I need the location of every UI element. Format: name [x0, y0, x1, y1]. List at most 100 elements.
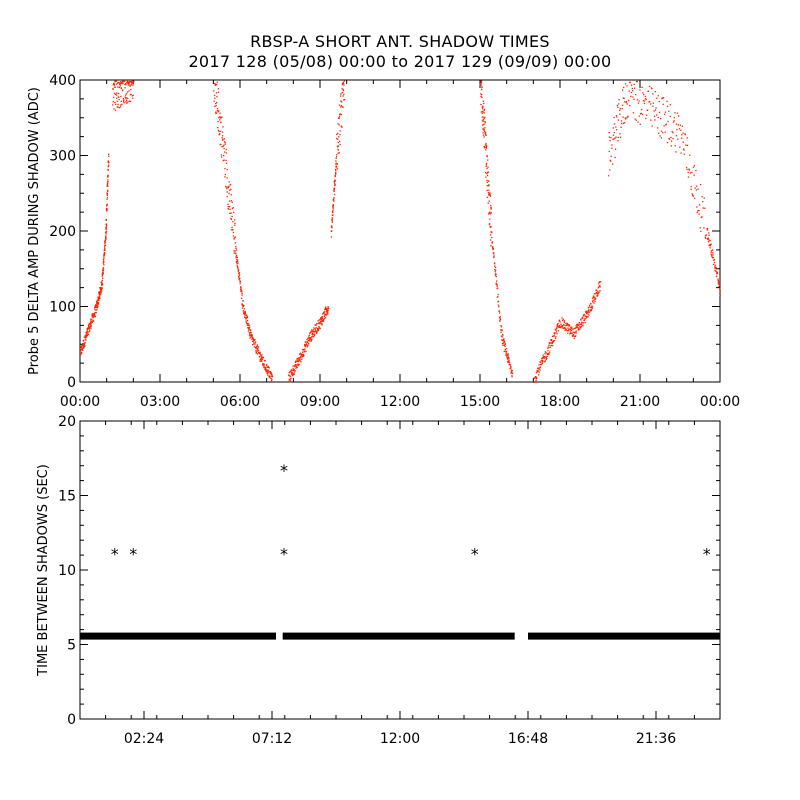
- data-point: [266, 364, 268, 366]
- data-point: [318, 322, 320, 324]
- data-point: [567, 327, 569, 329]
- data-point: [544, 351, 546, 353]
- scatter-series-shadow-amp: [80, 80, 721, 383]
- data-point: [678, 115, 680, 117]
- data-point: [481, 87, 483, 89]
- data-point: [554, 328, 556, 331]
- data-point: [96, 300, 98, 302]
- star-point-4: *: [471, 545, 479, 564]
- data-point: [650, 119, 652, 121]
- data-point: [97, 305, 99, 307]
- data-point: [635, 94, 637, 96]
- data-point: [332, 207, 334, 209]
- data-point: [570, 330, 573, 332]
- data-point: [95, 309, 97, 311]
- data-point: [619, 108, 621, 110]
- data-point: [573, 335, 575, 337]
- data-point: [320, 322, 322, 324]
- data-point: [223, 144, 225, 146]
- data-point: [292, 365, 294, 367]
- data-point: [309, 338, 311, 341]
- data-point: [650, 103, 652, 105]
- data-point: [685, 144, 687, 146]
- data-point: [502, 339, 504, 341]
- data-point: [549, 342, 552, 344]
- data-point: [325, 314, 328, 316]
- data-point: [489, 234, 492, 236]
- data-point: [331, 220, 333, 222]
- data-point: [245, 318, 247, 320]
- data-point: [323, 312, 325, 314]
- data-point: [719, 290, 721, 292]
- data-point: [554, 332, 556, 334]
- data-point: [621, 104, 624, 106]
- data-point: [599, 290, 601, 292]
- data-point: [315, 331, 317, 333]
- data-point: [88, 325, 90, 327]
- data-point: [333, 184, 336, 186]
- data-point: [94, 311, 96, 314]
- data-point: [644, 100, 646, 102]
- data-point: [116, 97, 118, 99]
- data-point: [507, 357, 509, 359]
- data-point: [221, 146, 223, 148]
- data-point: [599, 286, 601, 288]
- data-point: [129, 93, 131, 96]
- data-point: [226, 195, 228, 198]
- data-point: [103, 264, 105, 266]
- data-point: [98, 299, 100, 301]
- data-point: [539, 369, 541, 371]
- data-point: [548, 342, 550, 345]
- data-point: [675, 123, 678, 125]
- data-point: [302, 355, 304, 358]
- data-point: [566, 330, 568, 332]
- data-point: [483, 123, 485, 126]
- data-point: [536, 377, 538, 379]
- data-point: [119, 83, 121, 85]
- data-point: [264, 368, 266, 370]
- data-point: [122, 98, 124, 100]
- data-point: [636, 80, 638, 83]
- data-point: [106, 209, 108, 211]
- data-point: [85, 339, 87, 341]
- data-point: [581, 321, 583, 323]
- data-point: [236, 259, 238, 261]
- x-tick-label-0-0: 00:00: [60, 394, 100, 410]
- data-point: [267, 366, 270, 368]
- data-point: [503, 342, 505, 344]
- data-point: [584, 315, 586, 317]
- data-point: [486, 196, 489, 198]
- data-point: [226, 191, 228, 193]
- data-point: [653, 110, 655, 112]
- data-point: [223, 138, 225, 140]
- data-point: [480, 103, 482, 106]
- data-point: [321, 317, 324, 319]
- data-point: [325, 314, 327, 316]
- data-point: [669, 104, 671, 106]
- data-point: [687, 176, 690, 178]
- data-point: [235, 252, 237, 255]
- data-point: [89, 326, 91, 329]
- data-point: [336, 133, 338, 136]
- data-point: [232, 229, 234, 231]
- data-point: [663, 125, 665, 127]
- data-point: [586, 312, 588, 315]
- data-point: [336, 137, 338, 140]
- data-point: [566, 322, 569, 324]
- data-point: [126, 80, 128, 83]
- data-point: [662, 97, 665, 99]
- data-point: [320, 316, 322, 319]
- data-point: [571, 332, 573, 335]
- data-point: [512, 372, 514, 375]
- data-point: [85, 331, 87, 334]
- data-point: [486, 167, 488, 170]
- data-point: [568, 324, 570, 326]
- data-point: [339, 140, 341, 143]
- data-point: [102, 269, 104, 271]
- data-point: [618, 103, 620, 105]
- data-point: [510, 372, 512, 374]
- data-point: [502, 344, 504, 346]
- data-point: [308, 337, 310, 339]
- data-point: [102, 277, 104, 279]
- data-point: [104, 244, 106, 246]
